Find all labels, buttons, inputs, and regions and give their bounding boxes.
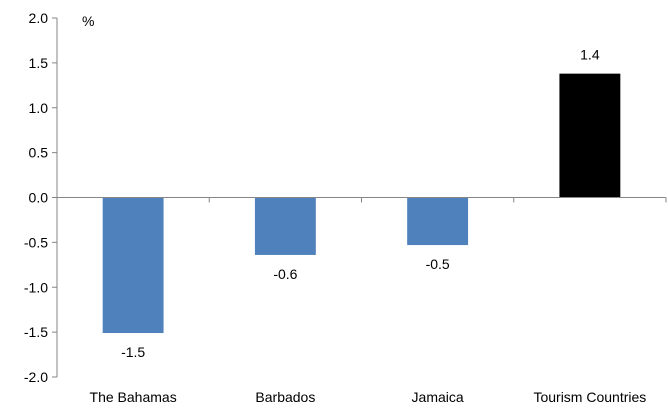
y-ticks-group: 2.0 1.5 1.0 0.5 0.0 -0.5 -1.0 -1.5 -2.0: [24, 10, 57, 385]
category-label: The Bahamas: [90, 389, 177, 405]
bar: [407, 197, 469, 246]
y-tick-label: 0.0: [29, 190, 49, 206]
bar: [559, 73, 621, 198]
bar: [102, 197, 164, 334]
bars-group: [102, 73, 621, 334]
y-tick-label: 2.0: [29, 10, 49, 26]
data-label: -0.5: [426, 256, 450, 272]
category-label: Jamaica: [412, 389, 464, 405]
category-label: Tourism Countries: [533, 389, 646, 405]
data-label: 1.4: [580, 47, 600, 63]
bar: [254, 197, 316, 255]
data-labels-group: -1.5 -0.6 -0.5 1.4: [121, 47, 600, 360]
y-tick-label: -1.5: [24, 324, 48, 340]
y-unit-label: %: [82, 13, 94, 29]
y-tick-label: 1.5: [29, 55, 49, 71]
data-label: -1.5: [121, 344, 145, 360]
category-labels-group: The Bahamas Barbados Jamaica Tourism Countr…: [90, 389, 647, 405]
y-tick-label: -1.0: [24, 279, 48, 295]
category-label: Barbados: [255, 389, 315, 405]
y-tick-label: -2.0: [24, 369, 48, 385]
y-tick-label: 1.0: [29, 100, 49, 116]
y-tick-label: 0.5: [29, 145, 49, 161]
y-tick-label: -0.5: [24, 234, 48, 250]
data-label: -0.6: [273, 266, 297, 282]
